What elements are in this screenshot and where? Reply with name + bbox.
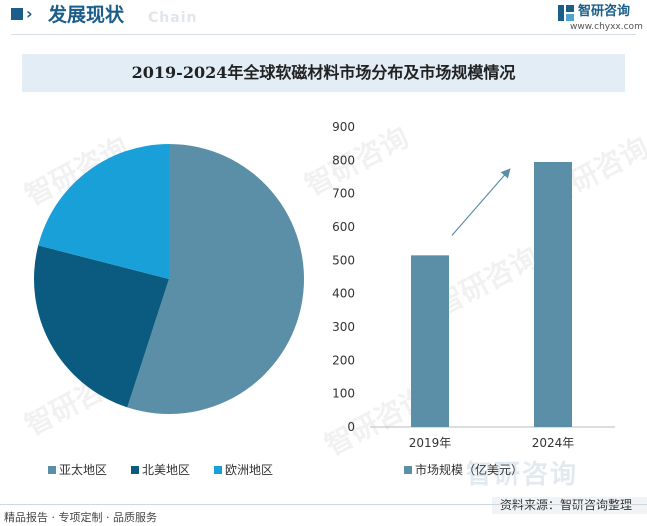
bar-2019年	[411, 255, 449, 427]
y-tick-label: 800	[332, 153, 355, 167]
y-tick-label: 900	[332, 120, 355, 134]
chart-title: 2019-2024年全球软磁材料市场分布及市场规模情况	[131, 63, 516, 82]
legend-label: 市场规模（亿美元）	[415, 463, 524, 477]
title-band	[22, 54, 625, 92]
legend-label: 亚太地区	[59, 463, 108, 477]
x-category-label: 2019年	[409, 436, 452, 450]
y-tick-label: 400	[332, 287, 355, 301]
brand-url: www.chyxx.com	[570, 22, 643, 32]
brand-name: 智研咨询	[578, 4, 631, 19]
header-divider	[11, 34, 636, 35]
header-subtitle: Chain	[148, 10, 198, 26]
source-note: 资料来源：智研咨询整理	[500, 498, 633, 512]
pie-chart	[33, 144, 304, 414]
y-tick-label: 500	[332, 253, 355, 267]
legend-label: 北美地区	[142, 463, 191, 477]
page-header: › 发展现状 Chain 智研咨询 www.chyxx.com	[0, 0, 647, 36]
header-chevron-icon: ›	[26, 4, 33, 23]
legend-item-asia-pacific: 亚太地区	[48, 463, 107, 477]
footer-watermark: 智研咨询	[466, 460, 579, 490]
legend-swatch	[404, 466, 412, 474]
footer-divider	[0, 504, 647, 505]
growth-arrow	[451, 168, 511, 236]
legend-swatch	[214, 466, 222, 474]
legend-swatch	[131, 466, 139, 474]
legend-item-europe: 欧洲地区	[214, 463, 273, 477]
footer-tagline: 精品报告 · 专项定制 · 品质服务	[4, 511, 157, 524]
legend-swatch	[48, 466, 56, 474]
header-square-icon	[11, 8, 23, 20]
y-tick-label: 0	[347, 420, 355, 434]
y-tick-label: 700	[332, 187, 355, 201]
brand-logo-icon	[558, 5, 574, 21]
legend-item-market-size: 市场规模（亿美元）	[404, 463, 523, 477]
legend-item-north-america: 北美地区	[131, 463, 190, 477]
y-tick-label: 100	[332, 387, 355, 401]
x-category-label: 2024年	[532, 436, 575, 450]
bar-2024年	[534, 162, 572, 427]
bar-chart: 0 100 200 300 400 500 600 700 800 900 2019年 2024年	[332, 120, 615, 450]
y-tick-label: 600	[332, 220, 355, 234]
legend-label: 欧洲地区	[225, 463, 274, 477]
pie-slice-1	[127, 144, 304, 414]
source-band	[492, 497, 647, 514]
header-title: 发展现状	[48, 4, 125, 26]
pie-slice-2	[33, 245, 169, 408]
y-tick-label: 300	[332, 320, 355, 334]
y-tick-label: 200	[332, 353, 355, 367]
pie-slice-3	[38, 144, 169, 279]
